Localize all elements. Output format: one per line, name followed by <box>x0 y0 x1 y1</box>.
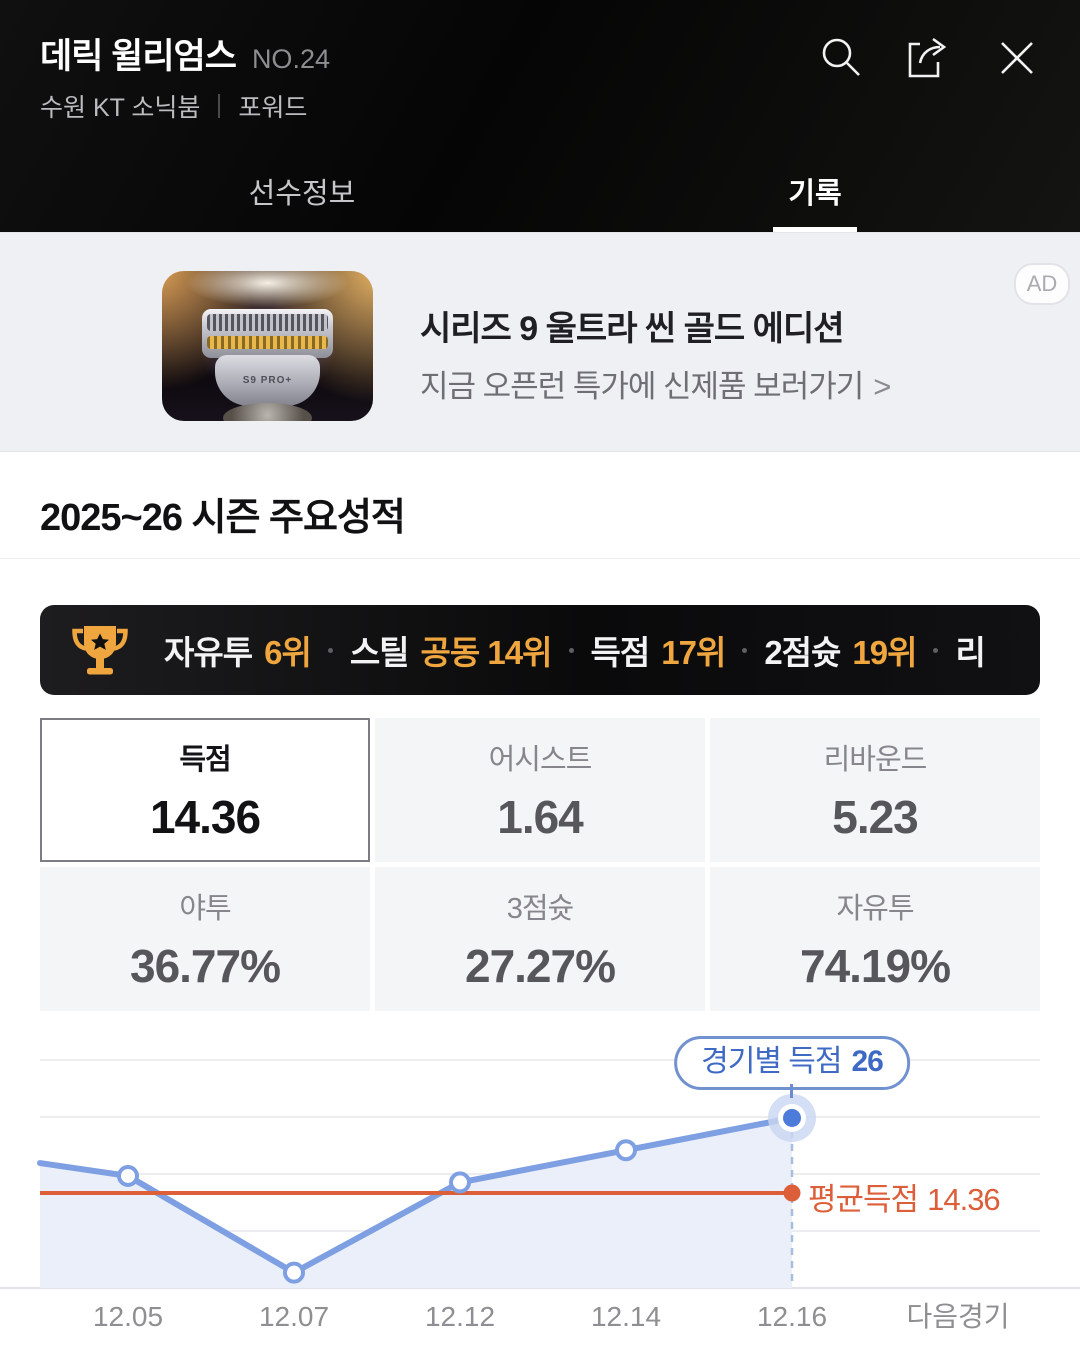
shaver-foil <box>207 314 328 332</box>
team-name: 수원 KT 소닉붐 <box>40 94 201 122</box>
ad-banner[interactable]: S9 PRO+ AD 시리즈 9 울트라 씬 골드 에디션 지금 오픈런 특가에… <box>0 232 1080 452</box>
average-line-dot <box>783 1184 801 1202</box>
points-per-game-chart: 12.05 12.07 12.12 12.14 12.16 다음경기 경기별 득점 26 평… <box>0 1030 1080 1367</box>
stat-value: 14.36 <box>149 791 261 843</box>
average-line-label: 평균득점 14.36 <box>808 1182 1001 1217</box>
ad-subtitle[interactable]: 지금 오픈런 특가에 신제품 보러가기 > <box>420 369 891 404</box>
stat-label: 야투 <box>179 893 231 925</box>
chart-point[interactable] <box>615 1139 637 1162</box>
ranking-item: 스틸 공동 14위 <box>349 626 553 674</box>
ranking-item: 리 <box>955 626 985 674</box>
stat-value: 74.19% <box>799 940 951 992</box>
ranking-category: 리 <box>955 634 985 671</box>
stat-value: 1.64 <box>497 791 584 843</box>
ranking-item: 자유투 6위 <box>164 626 312 674</box>
ranking-items: 자유투 6위 스틸 공동 14위 득점 17위 2점슛 19위 리 <box>164 626 986 674</box>
stat-value: 5.23 <box>832 791 919 843</box>
stat-value: 36.77% <box>129 940 281 992</box>
section-title: 2025~26 시즌 주요성적 <box>40 497 406 539</box>
last-point[interactable] <box>783 1108 801 1127</box>
shaver-reflection <box>223 403 312 421</box>
player-position: 포워드 <box>238 94 308 122</box>
stats-grid: 득점 14.36 어시스트 1.64 리바운드 5.23 야투 36.77% 3점슛 27.27%… <box>40 718 1040 1011</box>
chart-point[interactable] <box>449 1171 471 1194</box>
header: 데릭 윌리엄스 NO.24 수원 KT 소닉붐 포워드 <box>0 0 1080 232</box>
chart-area-fill <box>40 1117 792 1288</box>
x-axis-label: 12.12 <box>425 1301 495 1332</box>
subtitle-divider <box>218 94 221 118</box>
stat-label: 3점슛 <box>506 893 574 925</box>
ranking-category: 스틸 <box>349 634 410 671</box>
ranking-item: 2점슛 19위 <box>764 626 917 674</box>
x-axis-label: 12.05 <box>93 1301 163 1332</box>
ranking-category: 자유투 <box>164 634 253 671</box>
search-icon[interactable] <box>816 32 866 82</box>
ad-badge: AD <box>1014 263 1070 305</box>
ranking-category: 득점 <box>590 634 651 671</box>
player-number: NO.24 <box>251 44 330 74</box>
ad-title: 시리즈 9 울트라 씬 골드 에디션 <box>420 310 844 348</box>
x-axis-label: 다음경기 <box>906 1301 1009 1332</box>
ranking-rank: 6위 <box>264 634 312 671</box>
stat-cell-unselected[interactable]: 3점슛 27.27% <box>375 867 705 1011</box>
chart-series-line <box>37 1114 795 1276</box>
tab-player-info[interactable]: 선수정보 <box>248 178 356 210</box>
ranking-rank: 19위 <box>852 634 917 671</box>
x-axis-label: 12.07 <box>259 1301 329 1332</box>
ticker-separator-dot <box>742 647 748 653</box>
shaver-body: S9 PRO+ <box>214 355 321 406</box>
stat-value: 27.27% <box>464 940 616 992</box>
stat-label: 리바운드 <box>823 744 928 776</box>
x-axis-label: 12.14 <box>591 1301 661 1332</box>
shaver-gold-strip <box>207 336 328 350</box>
tooltip-connector <box>790 1084 793 1098</box>
ticker-separator-dot <box>933 647 939 653</box>
shaver-model-label: S9 PRO+ <box>242 375 293 386</box>
tab-record[interactable]: 기록 <box>788 178 842 210</box>
section-divider <box>0 558 1080 559</box>
stat-label: 어시스트 <box>488 744 593 776</box>
stat-label: 득점 <box>179 744 231 776</box>
player-name: 데릭 윌리엄스 <box>40 37 237 76</box>
stat-cell-unselected[interactable]: 자유투 74.19% <box>710 867 1040 1011</box>
stat-cell-unselected[interactable]: 야투 36.77% <box>40 867 370 1011</box>
stat-label: 자유투 <box>836 893 914 925</box>
close-icon[interactable] <box>994 35 1040 81</box>
stat-cell-unselected[interactable]: 어시스트 1.64 <box>375 718 705 862</box>
x-axis-label: 12.16 <box>757 1301 827 1332</box>
ticker-separator-dot <box>327 647 333 653</box>
shaver-head <box>202 308 333 358</box>
share-icon[interactable] <box>902 32 952 82</box>
ranking-category: 2점슛 <box>764 634 841 671</box>
ranking-ticker[interactable]: 자유투 6위 스틸 공동 14위 득점 17위 2점슛 19위 리 <box>40 605 1040 695</box>
chart-point[interactable] <box>117 1164 139 1187</box>
chart-point[interactable] <box>283 1261 305 1284</box>
player-subtitle: 수원 KT 소닉붐 포워드 <box>40 88 307 124</box>
trophy-icon <box>72 626 128 675</box>
ticker-separator-dot <box>568 647 574 653</box>
ad-product-image: S9 PRO+ <box>162 271 373 421</box>
chart-canvas: 12.05 12.07 12.12 12.14 12.16 다음경기 <box>0 1059 1080 1332</box>
ranking-item: 득점 17위 <box>590 626 727 674</box>
active-tab-underline <box>773 227 857 232</box>
chevron-right-icon: > <box>873 369 891 404</box>
ranking-rank: 17위 <box>661 634 726 671</box>
stat-cell-selected[interactable]: 득점 14.36 <box>40 718 370 862</box>
ranking-rank: 공동 14위 <box>420 634 553 671</box>
tab-bar: 선수정보 기록 <box>0 150 1080 232</box>
chart-tooltip: 경기별 득점 26 <box>674 1036 910 1090</box>
stat-cell-unselected[interactable]: 리바운드 5.23 <box>710 718 1040 862</box>
player-title: 데릭 윌리엄스 NO.24 <box>40 28 330 79</box>
